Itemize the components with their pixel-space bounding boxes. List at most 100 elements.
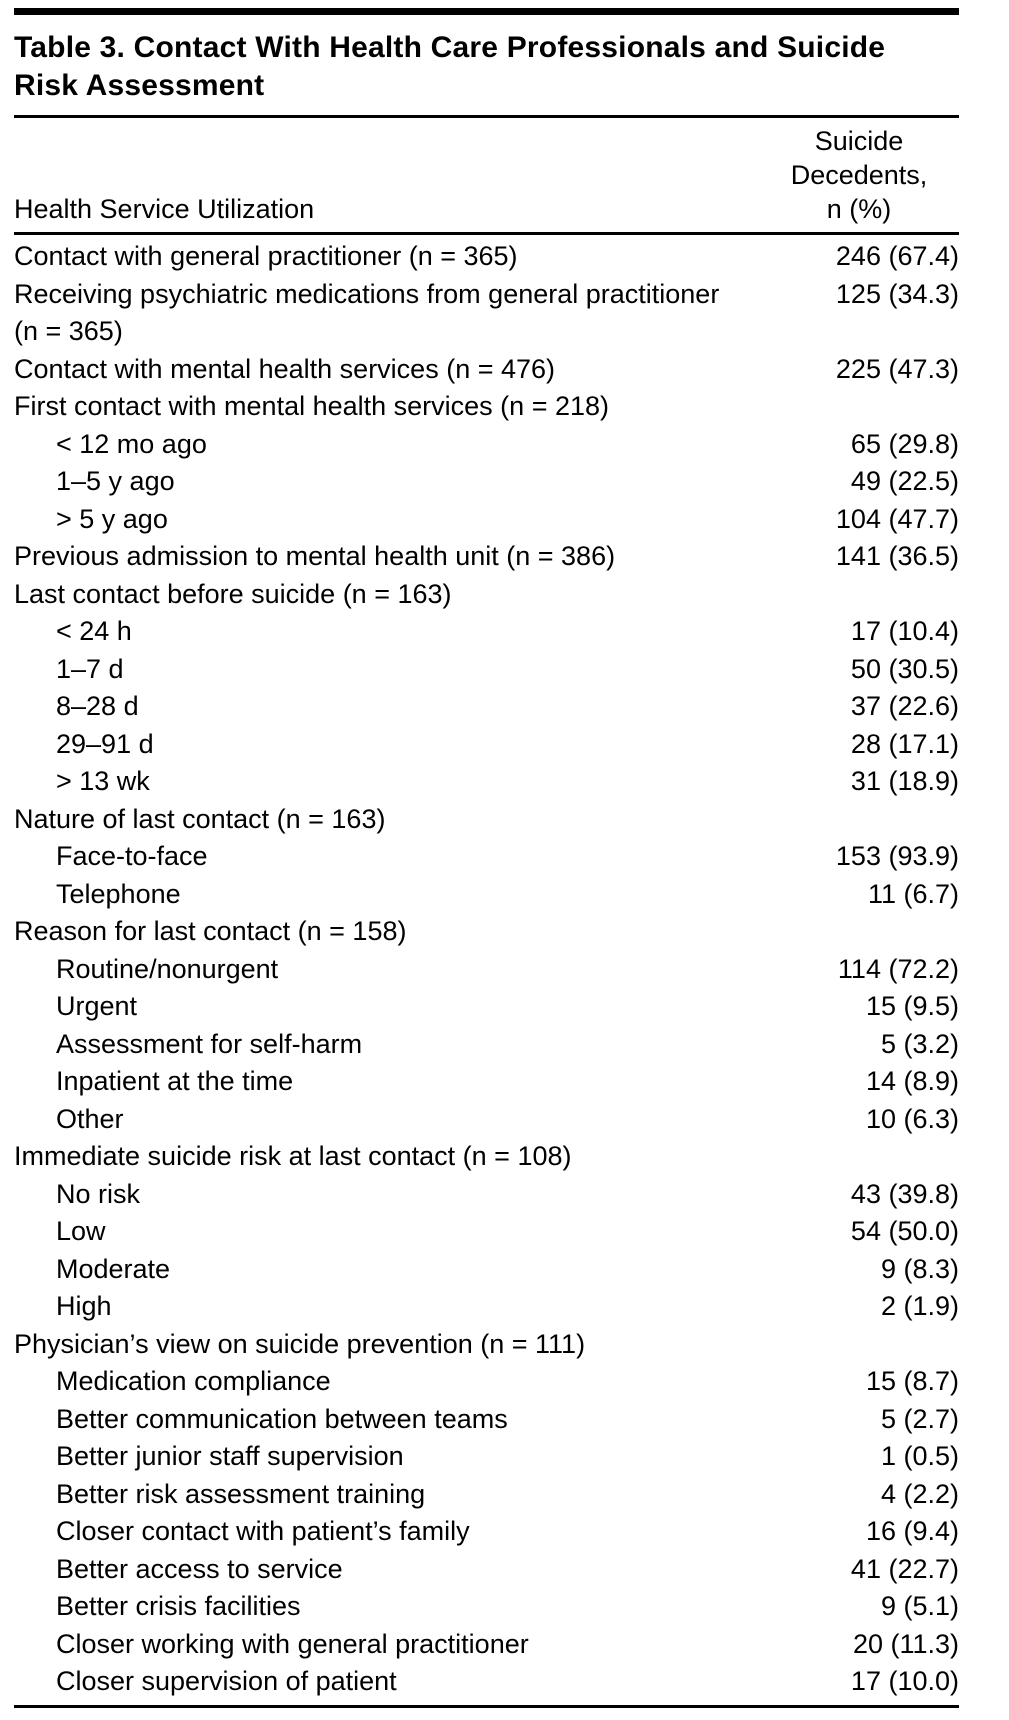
row-label: > 5 y ago — [56, 503, 168, 534]
table-row: Contact with general practitioner (n = 3… — [14, 238, 959, 276]
row-label: Medication compliance — [56, 1366, 331, 1396]
column-header-value: Suicide Decedents, n (%) — [759, 124, 959, 226]
row-label: Physician’s view on suicide prevention (… — [14, 1328, 586, 1359]
table-row: Inpatient at the time 14 (8.9) — [14, 1063, 959, 1101]
row-value: 9 (5.1) — [880, 1591, 959, 1621]
table-row: Immediate suicide risk at last contact (… — [14, 1138, 959, 1176]
table-row: Assessment for self-harm 5 (3.2) — [14, 1026, 959, 1064]
table-row: Better crisis facilities 9 (5.1) — [14, 1588, 959, 1626]
row-value: 4 (2.2) — [880, 1478, 959, 1509]
row-label: Contact with general practitioner (n = 3… — [14, 241, 518, 271]
table-row: 29–91 d 28 (17.1) — [14, 726, 959, 764]
table-row: 1–7 d 50 (30.5) — [14, 651, 959, 689]
table-row: Previous admission to mental health unit… — [14, 538, 959, 576]
table-row: 8–28 d 37 (22.6) — [14, 688, 959, 726]
row-value: 37 (22.6) — [850, 691, 959, 721]
row-value: 1 (0.5) — [880, 1441, 959, 1471]
column-header-value-line-2: Decedents, — [790, 160, 928, 190]
row-label: Receiving psychiatric medications from g… — [14, 276, 789, 351]
row-value: 54 (50.0) — [850, 1216, 959, 1246]
row-value: 49 (22.5) — [850, 466, 959, 496]
table-row: Routine/nonurgent 114 (72.2) — [14, 951, 959, 989]
table-row: > 5 y ago 104 (47.7) — [14, 501, 959, 539]
row-value: 5 (3.2) — [880, 1028, 959, 1059]
table-row: Nature of last contact (n = 163) — [14, 801, 959, 839]
row-label: Better access to service — [56, 1553, 343, 1584]
table-row: Better risk assessment training 4 (2.2) — [14, 1476, 959, 1514]
table-row: Low 54 (50.0) — [14, 1213, 959, 1251]
table-row: Last contact before suicide (n = 163) — [14, 576, 959, 614]
row-value: 114 (72.2) — [837, 953, 959, 984]
column-header-value-line-3: n (%) — [826, 194, 892, 224]
header-rule — [14, 232, 959, 235]
table-row: 1–5 y ago 49 (22.5) — [14, 463, 959, 501]
table-row: Face-to-face 153 (93.9) — [14, 838, 959, 876]
table-row: Closer working with general practitioner… — [14, 1626, 959, 1664]
table-row: Medication compliance 15 (8.7) — [14, 1363, 959, 1401]
table-row: No risk 43 (39.8) — [14, 1176, 959, 1214]
row-label: High — [56, 1291, 112, 1321]
row-label: Telephone — [56, 878, 181, 909]
row-label: First contact with mental health service… — [14, 391, 610, 421]
row-label: Immediate suicide risk at last contact (… — [14, 1141, 572, 1171]
row-value: 246 (67.4) — [835, 241, 959, 271]
table-row: Reason for last contact (n = 158) — [14, 913, 959, 951]
row-label: Face-to-face — [56, 841, 208, 871]
row-label: Better risk assessment training — [56, 1478, 426, 1509]
row-label: Inpatient at the time — [56, 1066, 294, 1096]
table-row: First contact with mental health service… — [14, 388, 959, 426]
row-label: Assessment for self-harm — [56, 1028, 363, 1059]
row-label: 8–28 d — [56, 691, 139, 721]
table-row: < 24 h 17 (10.4) — [14, 613, 959, 651]
row-value: 125 (34.3) — [835, 278, 959, 309]
row-value: 50 (30.5) — [850, 653, 959, 684]
row-value: 65 (29.8) — [850, 428, 959, 459]
row-label: Contact with mental health services (n =… — [14, 353, 556, 384]
row-label: Better crisis facilities — [56, 1591, 301, 1621]
row-value: 5 (2.7) — [880, 1403, 959, 1434]
table-title: Table 3. Contact With Health Care Profes… — [14, 29, 959, 105]
row-label: No risk — [56, 1178, 141, 1209]
row-label: Last contact before suicide (n = 163) — [14, 578, 452, 609]
table-row: Closer contact with patient’s family 16 (… — [14, 1513, 959, 1551]
table-row: < 12 mo ago 65 (29.8) — [14, 426, 959, 464]
table-rows: Contact with general practitioner (n = 3… — [14, 235, 959, 1701]
table-row: Moderate 9 (8.3) — [14, 1251, 959, 1289]
top-rule — [14, 8, 959, 15]
row-label: < 24 h — [56, 616, 132, 646]
table-row: Other 10 (6.3) — [14, 1101, 959, 1139]
row-value: 43 (39.8) — [850, 1178, 959, 1209]
row-value: 17 (10.0) — [850, 1666, 959, 1696]
row-value: 104 (47.7) — [835, 503, 959, 534]
table-row: Contact with mental health services (n =… — [14, 351, 959, 389]
row-value: 15 (9.5) — [865, 991, 959, 1021]
row-value: 2 (1.9) — [880, 1291, 959, 1321]
row-label: Better communication between teams — [56, 1403, 508, 1434]
row-value: 41 (22.7) — [850, 1553, 959, 1584]
row-label: Routine/nonurgent — [56, 953, 279, 984]
row-value: 9 (8.3) — [880, 1253, 959, 1284]
row-label: Reason for last contact (n = 158) — [14, 916, 407, 946]
table-row: High 2 (1.9) — [14, 1288, 959, 1326]
table-row: Receiving psychiatric medications from g… — [14, 276, 959, 351]
row-value: 17 (10.4) — [850, 616, 959, 646]
row-value: 16 (9.4) — [865, 1516, 959, 1546]
table-row: Physician’s view on suicide prevention (… — [14, 1326, 959, 1364]
row-value: 14 (8.9) — [865, 1066, 959, 1096]
row-value: 20 (11.3) — [852, 1628, 959, 1659]
title-rule — [14, 115, 959, 118]
row-value: 28 (17.1) — [850, 728, 959, 759]
row-value: 11 (6.7) — [867, 878, 959, 909]
row-label: 29–91 d — [56, 728, 154, 759]
row-label: Moderate — [56, 1253, 171, 1284]
table-row: Better access to service 41 (22.7) — [14, 1551, 959, 1589]
row-label-continuation: (n = 365) — [14, 316, 123, 346]
row-label: Low — [56, 1216, 106, 1246]
row-label: Closer supervision of patient — [56, 1666, 397, 1696]
table-title-line-2: Risk Assessment — [14, 69, 265, 102]
table-row: Closer supervision of patient 17 (10.0) — [14, 1663, 959, 1701]
row-label: Better junior staff supervision — [56, 1441, 404, 1471]
table-title-line-1: Table 3. Contact With Health Care Profes… — [14, 31, 886, 64]
column-header-label: Health Service Utilization — [14, 194, 315, 224]
